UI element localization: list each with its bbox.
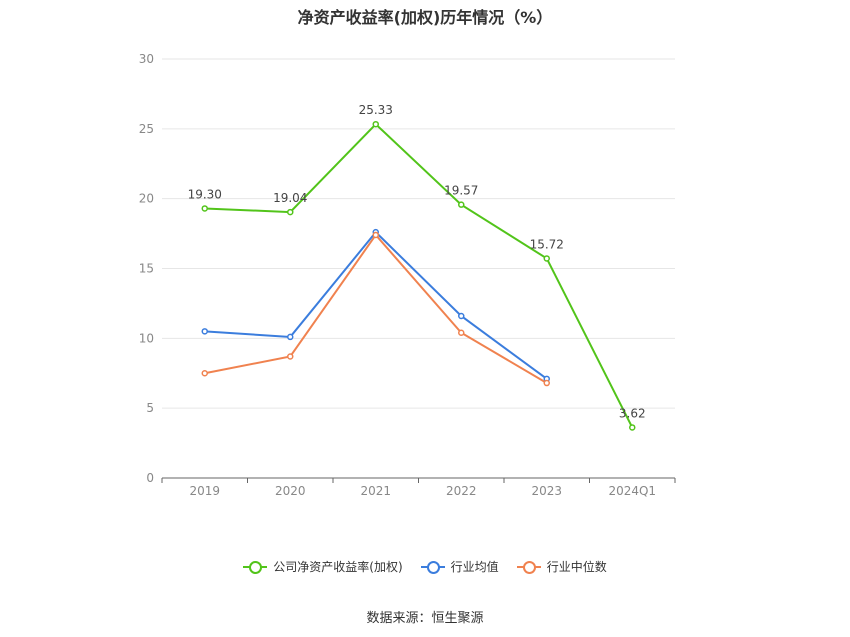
data-point — [543, 379, 550, 387]
data-label: 19.04 — [273, 191, 307, 205]
data-point — [458, 329, 465, 336]
legend-item[interactable]: 公司净资产收益率(加权) — [243, 558, 403, 575]
legend-label: 行业均值 — [450, 560, 499, 574]
series-line — [204, 233, 548, 384]
legend-swatch-icon — [243, 560, 268, 574]
x-tick-label: 2021 — [360, 484, 391, 498]
data-point — [543, 255, 550, 262]
data-label: 19.57 — [444, 184, 478, 198]
series-line — [204, 122, 634, 428]
data-labels: 19.30 19.04 25.33 19.57 15.72 3.62 — [188, 103, 646, 420]
x-tick-label: 2020 — [275, 484, 306, 498]
y-tick-label: 15 — [139, 262, 154, 276]
data-label: 15.72 — [530, 237, 564, 251]
legend-label: 行业中位数 — [546, 560, 607, 574]
line-chart: 0 5 10 15 20 25 30 2019 2020 2021 2022 2023 2024Q1 1… — [139, 52, 676, 498]
data-point — [201, 205, 208, 212]
y-tick-label: 20 — [139, 192, 154, 206]
x-tick-label: 2022 — [446, 484, 477, 498]
data-point — [201, 370, 208, 377]
data-point — [201, 328, 208, 335]
y-tick-label: 10 — [139, 331, 154, 345]
chart-title: 净资产收益率(加权)历年情况（%） — [297, 8, 553, 27]
data-point — [372, 120, 379, 128]
y-tick-label: 25 — [139, 122, 154, 136]
data-point — [629, 424, 636, 431]
legend-label: 公司净资产收益率(加权) — [273, 560, 403, 574]
y-tick-label: 30 — [139, 52, 154, 66]
x-tick-label: 2019 — [189, 484, 220, 498]
data-point — [287, 333, 294, 341]
legend: 公司净资产收益率(加权) 行业均值 行业中位数 — [0, 558, 850, 575]
legend-item[interactable]: 行业中位数 — [516, 558, 607, 575]
data-label: 3.62 — [619, 406, 646, 420]
data-point — [287, 353, 294, 360]
legend-swatch-icon — [420, 560, 445, 574]
grid-lines — [162, 58, 675, 409]
data-point — [458, 201, 465, 208]
data-label: 19.30 — [188, 187, 222, 201]
x-tick-label: 2023 — [531, 484, 562, 498]
axes: 0 5 10 15 20 25 30 2019 2020 2021 2022 2023 2024Q1 — [139, 52, 676, 498]
data-label: 25.33 — [359, 103, 393, 117]
series-line — [204, 230, 548, 380]
y-tick-label: 5 — [146, 401, 154, 415]
data-point — [372, 231, 379, 239]
y-tick-label: 0 — [146, 471, 154, 485]
data-point — [458, 312, 465, 320]
x-tick-label: 2024Q1 — [608, 484, 656, 498]
series-lines — [201, 120, 636, 431]
legend-item[interactable]: 行业均值 — [420, 558, 499, 575]
data-point — [287, 208, 294, 216]
legend-swatch-icon — [516, 560, 541, 574]
data-source: 数据来源：恒生聚源 — [366, 611, 484, 626]
